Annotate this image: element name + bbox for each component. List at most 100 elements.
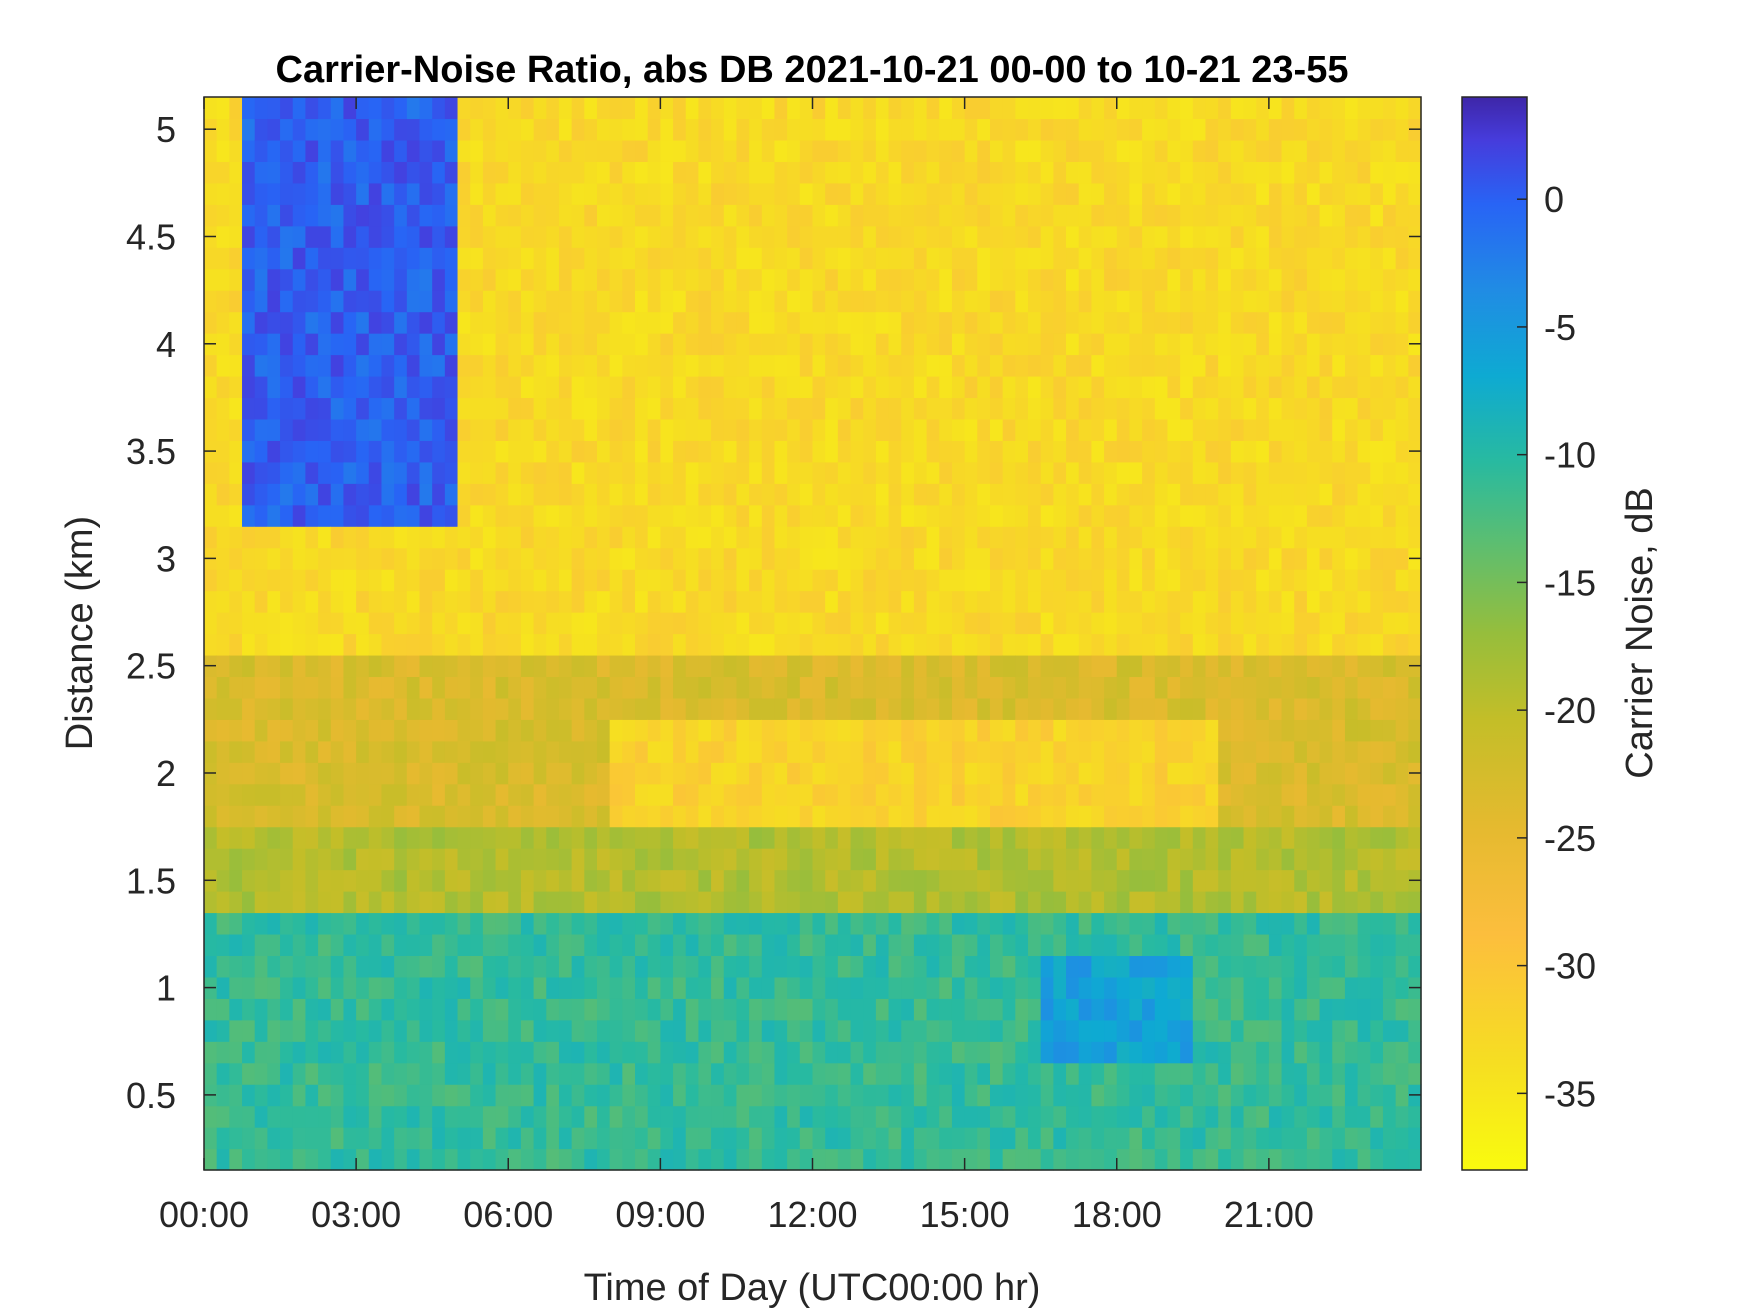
heatmap-cell <box>1218 118 1232 141</box>
heatmap-cell <box>673 933 687 956</box>
heatmap-cell <box>216 526 230 549</box>
heatmap-cell <box>875 869 890 892</box>
heatmap-cell <box>1268 461 1283 484</box>
heatmap-cell <box>1370 826 1384 849</box>
heatmap-cell <box>1357 204 1371 227</box>
heatmap-cell <box>571 869 585 892</box>
heatmap-cell <box>520 933 535 956</box>
heatmap-cell <box>1180 247 1194 270</box>
heatmap-cell <box>406 1127 421 1150</box>
heatmap-cell <box>495 612 509 635</box>
heatmap-cell <box>825 375 839 399</box>
heatmap-cell <box>1382 569 1397 592</box>
heatmap-cell <box>267 418 281 441</box>
heatmap-cell <box>799 182 814 205</box>
heatmap-cell <box>964 483 978 506</box>
heatmap-cell <box>761 1019 776 1042</box>
heatmap-cell <box>964 676 978 699</box>
heatmap-cell <box>596 976 611 999</box>
heatmap-cell <box>305 654 319 678</box>
heatmap-cell <box>381 1127 395 1150</box>
heatmap-cell <box>875 354 890 377</box>
heatmap-cell <box>1002 97 1016 120</box>
heatmap-cell <box>1256 976 1270 999</box>
heatmap-cell <box>1408 247 1422 270</box>
heatmap-cell <box>1053 354 1067 377</box>
heatmap-cell <box>1142 1127 1156 1150</box>
heatmap-cell <box>470 1127 484 1150</box>
heatmap-cell <box>749 97 763 120</box>
heatmap-cell <box>267 590 281 613</box>
heatmap-cell <box>622 633 636 656</box>
heatmap-cell <box>951 612 966 635</box>
heatmap-cell <box>1408 998 1422 1021</box>
heatmap-cell <box>280 976 294 999</box>
heatmap-cell <box>888 547 902 570</box>
heatmap-cell <box>977 118 991 141</box>
heatmap-cell <box>673 805 687 828</box>
heatmap-cell <box>546 955 560 978</box>
heatmap-cell <box>520 247 535 270</box>
heatmap-cell <box>1167 590 1181 613</box>
heatmap-cell <box>343 397 357 420</box>
heatmap-cell <box>558 869 573 892</box>
heatmap-cell <box>1091 1041 1105 1064</box>
heatmap-cell <box>711 998 725 1021</box>
heatmap-cell <box>254 1127 268 1150</box>
heatmap-cell <box>242 805 256 828</box>
heatmap-cell <box>913 654 928 678</box>
heatmap-cell <box>875 1148 890 1171</box>
heatmap-cell <box>381 740 395 763</box>
heatmap-cell <box>1332 290 1346 313</box>
heatmap-cell <box>1332 891 1346 914</box>
heatmap-cell <box>1180 719 1194 742</box>
heatmap-cell <box>761 118 776 141</box>
heatmap-cell <box>470 333 484 356</box>
heatmap-cell <box>850 869 864 892</box>
heatmap-cell <box>1091 268 1105 291</box>
heatmap-cell <box>1154 225 1169 248</box>
heatmap-cell <box>533 1148 547 1171</box>
heatmap-cell <box>343 247 357 270</box>
heatmap-cell <box>761 633 776 656</box>
heatmap-cell <box>622 1062 636 1085</box>
heatmap-cell <box>901 762 915 785</box>
heatmap-cell <box>495 397 509 420</box>
heatmap-cell <box>1167 290 1181 313</box>
heatmap-cell <box>609 590 623 613</box>
heatmap-cell <box>280 998 294 1021</box>
heatmap-cell <box>673 139 687 162</box>
heatmap-cell <box>1408 1019 1422 1042</box>
heatmap-cell <box>698 633 712 656</box>
heatmap-cell <box>1256 547 1270 570</box>
heatmap-cell <box>1357 912 1371 935</box>
heatmap-cell <box>1129 354 1143 377</box>
heatmap-cell <box>1357 783 1371 806</box>
heatmap-cell <box>825 1041 839 1064</box>
heatmap-cell <box>812 461 826 484</box>
heatmap-cell <box>1091 311 1105 334</box>
heatmap-cell <box>1357 290 1371 313</box>
heatmap-cell <box>1306 848 1321 871</box>
heatmap-cell <box>1167 1084 1181 1107</box>
heatmap-cell <box>939 139 953 162</box>
heatmap-cell <box>1066 139 1080 162</box>
heatmap-cell <box>1002 569 1016 592</box>
heatmap-cell <box>863 397 877 420</box>
heatmap-cell <box>204 483 218 506</box>
heatmap-cell <box>723 1148 738 1171</box>
heatmap-cell <box>1091 569 1105 592</box>
heatmap-cell <box>951 826 966 849</box>
heatmap-cell <box>558 461 573 484</box>
heatmap-cell <box>1205 869 1219 892</box>
heatmap-cell <box>787 976 801 999</box>
heatmap-cell <box>736 654 750 678</box>
heatmap-cell <box>1218 268 1232 291</box>
heatmap-cell <box>1078 1127 1092 1150</box>
heatmap-cell <box>1230 118 1245 141</box>
heatmap-cell <box>1142 1041 1156 1064</box>
heatmap-cell <box>685 1062 700 1085</box>
heatmap-cell <box>1015 225 1029 248</box>
heatmap-cell <box>1091 740 1105 763</box>
heatmap-cell <box>1243 976 1257 999</box>
